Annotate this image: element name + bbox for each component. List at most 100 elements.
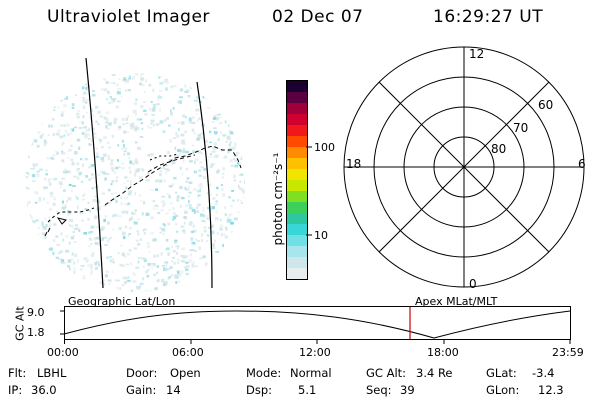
image-speck [134, 192, 136, 196]
image-speck [132, 212, 137, 215]
image-speck [150, 119, 155, 123]
image-speck [87, 138, 90, 140]
image-speck [128, 232, 131, 235]
image-speck [162, 232, 165, 236]
image-speck [159, 76, 162, 78]
image-speck [42, 186, 46, 189]
image-speck [142, 229, 145, 232]
image-speck [197, 195, 200, 198]
dsp-label: Dsp: [246, 383, 273, 397]
image-speck [231, 258, 235, 262]
image-speck [52, 118, 55, 121]
image-speck [215, 217, 219, 221]
door-label: Door: [126, 366, 158, 380]
image-speck [82, 115, 85, 119]
image-speck [125, 117, 128, 121]
image-speck [105, 81, 109, 84]
image-speck [233, 174, 236, 178]
image-speck [112, 214, 115, 218]
image-speck [206, 288, 210, 292]
image-speck [199, 257, 203, 260]
image-speck [141, 291, 145, 292]
image-speck [233, 85, 237, 88]
image-speck [150, 189, 154, 191]
image-speck [52, 251, 55, 256]
image-speck [81, 131, 85, 135]
image-speck [221, 188, 224, 192]
image-speck [175, 245, 180, 247]
image-speck [244, 181, 245, 185]
image-speck [236, 233, 239, 237]
image-speck [238, 73, 241, 76]
image-speck [76, 176, 80, 180]
image-speck [233, 95, 236, 98]
image-speck [138, 194, 142, 197]
image-speck [191, 263, 194, 266]
image-speck [160, 252, 163, 256]
image-speck [111, 168, 115, 172]
image-speck [197, 134, 202, 137]
image-speck [213, 142, 218, 145]
seq-value: 39 [400, 383, 415, 397]
image-speck [227, 116, 232, 119]
image-speck [122, 253, 126, 257]
image-speck [231, 127, 236, 130]
image-speck [104, 215, 108, 218]
image-speck [202, 206, 205, 209]
image-speck [196, 100, 200, 103]
image-speck [125, 79, 130, 83]
image-speck [192, 116, 195, 120]
image-speck [240, 291, 243, 292]
glat-label: GLat: [486, 366, 517, 380]
image-speck [28, 222, 33, 225]
image-speck [177, 154, 181, 157]
image-speck [209, 165, 213, 168]
image-speck [180, 149, 184, 153]
image-speck [27, 283, 30, 286]
image-speck [85, 260, 89, 263]
image-speck [134, 128, 138, 132]
image-speck [53, 197, 56, 201]
image-speck [216, 272, 219, 275]
image-speck [179, 151, 181, 155]
image-speck [61, 143, 64, 147]
timeline-ytick-low: 1.8 [27, 326, 45, 339]
image-speck [128, 78, 131, 80]
image-speck [101, 160, 105, 163]
image-speck [231, 77, 234, 80]
image-speck [213, 127, 217, 130]
image-speck [73, 228, 77, 231]
image-speck [146, 245, 151, 249]
image-speck [219, 267, 223, 270]
image-speck [65, 132, 70, 136]
image-speck [111, 271, 114, 273]
image-speck [220, 233, 223, 237]
image-speck [212, 197, 216, 200]
image-speck [107, 221, 110, 225]
image-speck [84, 133, 87, 137]
image-speck [83, 91, 87, 96]
image-speck [117, 144, 120, 147]
image-speck [35, 127, 38, 129]
image-speck [32, 105, 36, 108]
image-speck [214, 274, 217, 277]
image-speck [239, 162, 242, 164]
image-speck [117, 279, 120, 282]
image-speck [207, 159, 209, 162]
image-speck [32, 108, 36, 112]
image-speck [116, 286, 119, 290]
image-speck [63, 171, 65, 174]
image-speck [53, 98, 56, 102]
image-speck [26, 172, 29, 174]
image-speck [73, 126, 78, 129]
image-speck [183, 255, 188, 259]
image-speck [173, 240, 177, 244]
ip-label: IP: [8, 383, 23, 397]
image-speck [212, 94, 215, 98]
image-speck [71, 252, 74, 256]
image-speck [164, 168, 168, 170]
image-speck [113, 122, 116, 125]
image-speck [50, 207, 53, 212]
image-speck [174, 146, 177, 150]
xtick-0000: 00:00 [47, 346, 79, 359]
